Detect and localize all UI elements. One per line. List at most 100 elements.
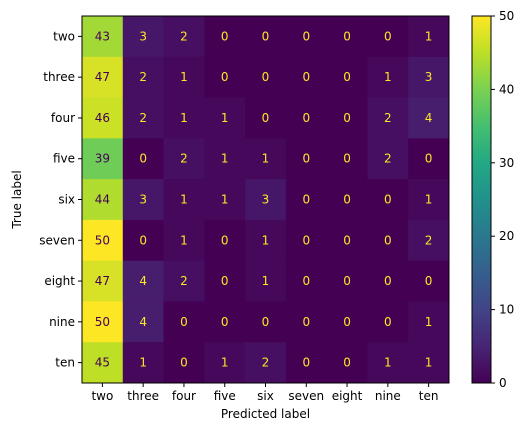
cell-6-5	[285, 260, 328, 302]
cell-1-0	[82, 56, 124, 99]
colorbar-tick-label-20: 20	[499, 229, 514, 243]
cell-value-3-4: 1	[262, 152, 270, 166]
cell-value-3-8: 0	[425, 152, 433, 166]
cell-8-7	[367, 342, 409, 384]
colorbar	[471, 15, 492, 384]
cell-value-6-8: 0	[425, 274, 433, 288]
cell-value-7-8: 1	[425, 315, 433, 329]
colorbar-tick-label-10: 10	[499, 303, 514, 317]
x-axis-label: Predicted label	[221, 407, 310, 421]
cell-7-6	[326, 301, 368, 343]
cell-5-5	[285, 219, 328, 262]
cell-value-7-6: 0	[343, 315, 351, 329]
cell-3-4	[245, 138, 287, 180]
cell-value-4-4: 3	[262, 193, 270, 207]
cell-value-6-4: 1	[262, 274, 270, 288]
cell-value-7-2: 0	[180, 315, 188, 329]
cell-value-1-0: 47	[95, 70, 110, 84]
cell-3-6	[326, 138, 368, 180]
cell-value-5-0: 50	[95, 233, 110, 247]
y-axis-ticks: two three four five six seven eight nine ten	[39, 29, 82, 370]
cell-0-3	[204, 16, 246, 58]
cell-value-6-6: 0	[343, 274, 351, 288]
cell-8-6	[326, 342, 368, 384]
cell-value-7-0: 50	[95, 315, 110, 329]
cell-value-0-5: 0	[302, 29, 310, 43]
cell-3-1	[122, 138, 165, 180]
colorbar-tick-label-0: 0	[499, 376, 507, 390]
cell-value-2-8: 4	[425, 111, 433, 125]
cell-8-5	[285, 342, 328, 384]
cell-value-8-4: 2	[262, 356, 270, 370]
x-axis-ticks: two three four five six seven eight nine ten	[91, 383, 438, 403]
cell-value-5-5: 0	[302, 233, 310, 247]
cell-value-8-8: 1	[425, 356, 433, 370]
x-tick-label-six: six	[257, 389, 274, 403]
cell-2-0	[82, 97, 124, 139]
x-tick-label-four: four	[172, 389, 196, 403]
cell-value-3-5: 0	[302, 152, 310, 166]
cell-value-3-6: 0	[343, 152, 351, 166]
cell-value-3-3: 1	[221, 152, 229, 166]
cell-7-8	[408, 301, 450, 343]
cell-value-5-4: 1	[262, 233, 270, 247]
cell-value-5-8: 2	[425, 233, 433, 247]
y-tick-label-ten: ten	[55, 356, 75, 370]
cell-0-4	[245, 16, 287, 58]
cell-value-5-6: 0	[343, 233, 351, 247]
cell-value-8-6: 0	[343, 356, 351, 370]
y-tick-label-six: six	[58, 193, 75, 207]
cell-7-0	[82, 301, 124, 343]
cell-3-5	[285, 138, 328, 180]
cell-value-2-3: 1	[221, 111, 229, 125]
cell-value-5-3: 0	[221, 233, 229, 247]
cell-3-7	[367, 138, 409, 180]
cell-value-8-1: 1	[139, 356, 147, 370]
cell-5-1	[122, 219, 165, 262]
cell-5-6	[326, 219, 368, 262]
cell-value-2-1: 2	[139, 111, 147, 125]
cell-value-1-5: 0	[302, 70, 310, 84]
cell-4-1	[122, 179, 165, 221]
cell-value-8-2: 0	[180, 356, 188, 370]
cell-2-1	[122, 97, 165, 139]
cell-8-8	[408, 342, 450, 384]
cell-0-6	[326, 16, 368, 58]
cell-value-0-1: 3	[139, 29, 147, 43]
cell-value-0-2: 2	[180, 29, 188, 43]
cell-value-4-2: 1	[180, 193, 188, 207]
cell-value-1-2: 1	[180, 70, 188, 84]
cell-value-2-7: 2	[384, 111, 392, 125]
cell-6-0	[82, 260, 124, 302]
matrix-cell-labels: 43 3 2 0 0 0 0 0 147 2 1 0 0 0 0 1 346 2 1 1 0 0 0 2 439 0 2 1 1 0 0 2 0…	[95, 29, 433, 369]
cell-value-4-3: 1	[221, 193, 229, 207]
cell-3-3	[204, 138, 246, 180]
cell-4-6	[326, 179, 368, 221]
cell-2-3	[204, 97, 246, 139]
cell-8-0	[82, 342, 124, 384]
y-tick-label-four: four	[51, 111, 75, 125]
cell-2-6	[326, 97, 368, 139]
cell-value-7-1: 4	[139, 315, 147, 329]
cell-value-4-5: 0	[302, 193, 310, 207]
cell-value-0-8: 1	[425, 29, 433, 43]
cell-8-2	[163, 342, 205, 384]
cell-value-1-6: 0	[343, 70, 351, 84]
colorbar-tick-label-50: 50	[499, 9, 514, 23]
cell-value-3-1: 0	[139, 152, 147, 166]
cell-1-8	[408, 56, 450, 99]
cell-value-0-0: 43	[95, 29, 110, 43]
cell-value-7-5: 0	[302, 315, 310, 329]
cell-3-2	[163, 138, 205, 180]
cell-1-7	[367, 56, 409, 99]
cell-7-2	[163, 301, 205, 343]
cell-value-1-1: 2	[139, 70, 147, 84]
x-tick-label-eight: eight	[332, 389, 363, 403]
cell-value-4-0: 44	[95, 193, 110, 207]
y-tick-label-three: three	[43, 70, 75, 84]
cell-5-0	[82, 219, 124, 262]
cell-value-7-4: 0	[262, 315, 270, 329]
cell-7-3	[204, 301, 246, 343]
cell-6-8	[408, 260, 450, 302]
